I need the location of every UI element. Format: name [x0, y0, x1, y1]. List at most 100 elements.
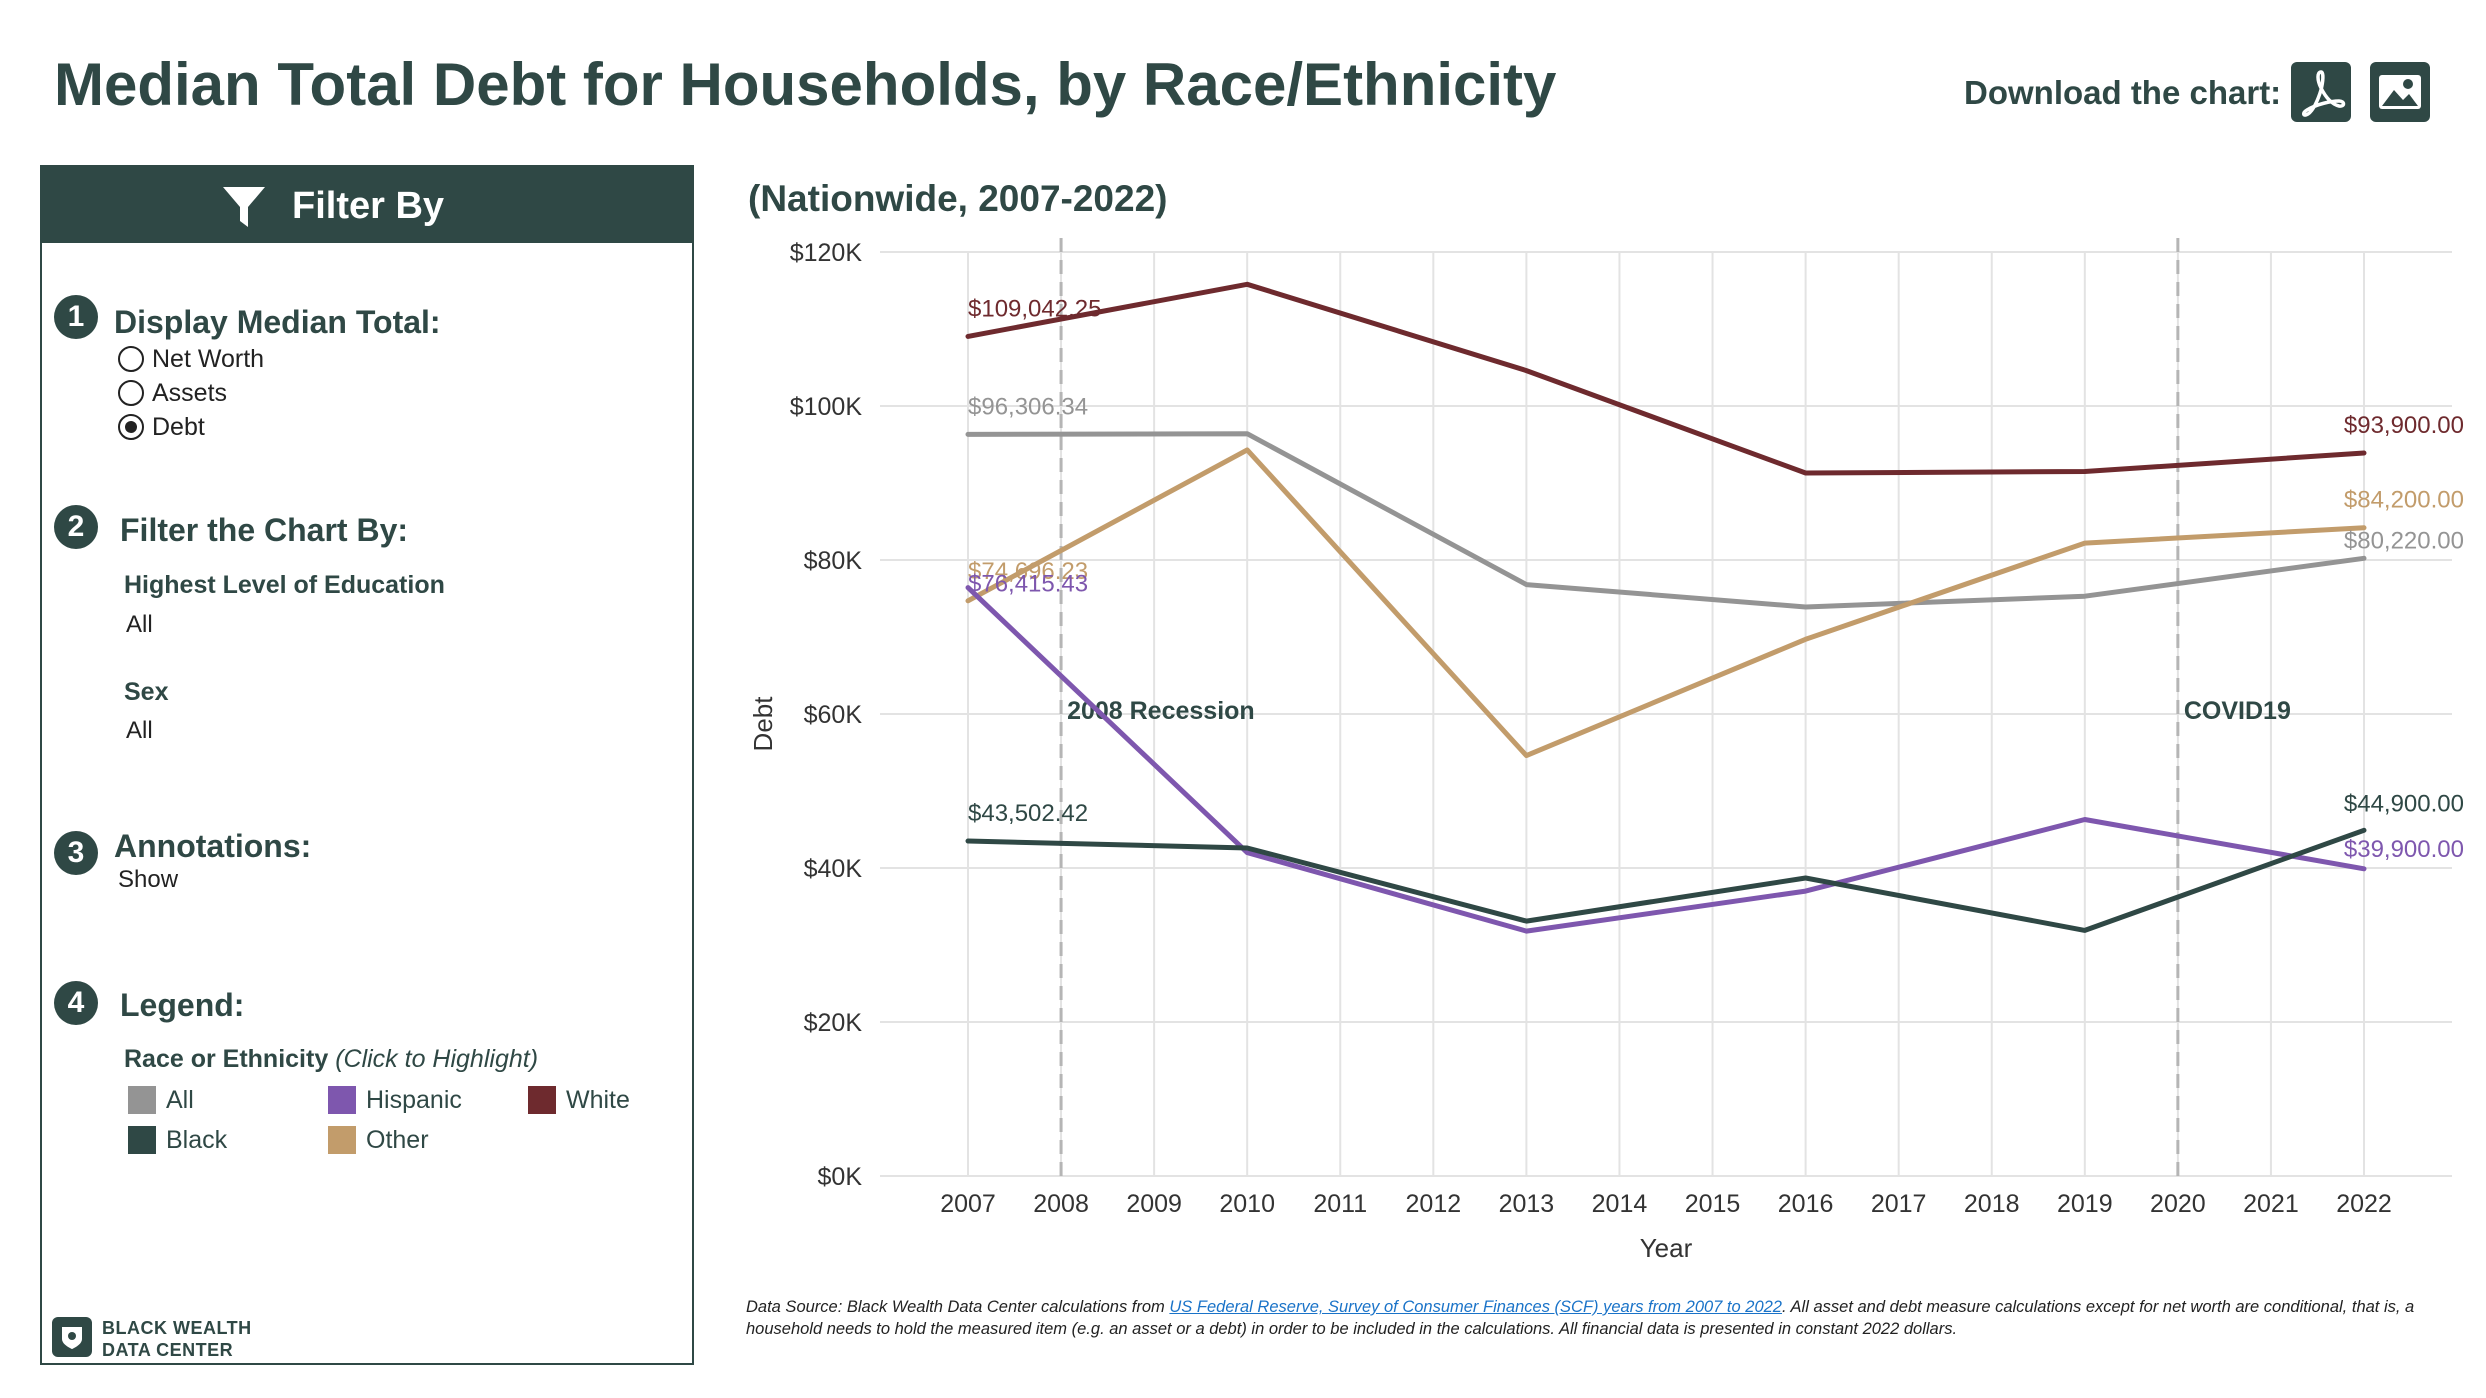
x-axis-title: Year: [1640, 1233, 1693, 1263]
x-tick-label: 2016: [1778, 1190, 1834, 1218]
data-label-end: $39,900.00: [2344, 836, 2464, 863]
legend-swatch: [128, 1086, 156, 1114]
x-tick-label: 2011: [1313, 1190, 1367, 1218]
chart-subtitle: (Nationwide, 2007-2022): [748, 178, 1168, 219]
data-label-start: $76,415.43: [968, 571, 1088, 598]
radio-button-selected[interactable]: [118, 414, 144, 440]
pdf-icon: [2302, 70, 2346, 117]
series-line-white: [965, 281, 2367, 476]
source-suffix: . All asset and debt measure calculation…: [746, 1298, 2415, 1338]
legend-section-title: Legend:: [120, 987, 245, 1023]
x-tick-label: 2009: [1126, 1190, 1182, 1218]
y-tick-label: $120K: [790, 239, 863, 267]
series-line-other: [965, 447, 2367, 759]
series-line-black: [965, 827, 2367, 933]
legend-label: Hispanic: [366, 1085, 462, 1114]
x-tick-label: 2010: [1219, 1190, 1275, 1218]
data-label-end: $93,900.00: [2344, 412, 2464, 439]
data-label-end: $80,220.00: [2344, 527, 2464, 554]
y-tick-label: $40K: [804, 855, 863, 883]
source-prefix: Data Source: Black Wealth Data Center ca…: [746, 1298, 1170, 1316]
x-tick-label: 2013: [1499, 1190, 1555, 1218]
step-1-badge: 1: [54, 295, 98, 339]
data-label-end: $44,900.00: [2344, 790, 2464, 817]
filter-panel: Filter By 1 Display Median Total: Net Wo…: [40, 165, 694, 1365]
brand-logo-icon: [52, 1317, 92, 1357]
annotation-label: COVID19: [2184, 697, 2291, 725]
legend-label: Black: [166, 1125, 228, 1154]
y-tick-label: $100K: [790, 393, 863, 421]
x-tick-label: 2015: [1685, 1190, 1741, 1218]
legend-label: White: [566, 1085, 630, 1114]
radio-label: Debt: [152, 412, 205, 441]
data-label-end: $84,200.00: [2344, 487, 2464, 514]
step-3-badge: 3: [54, 831, 98, 875]
legend-item-other[interactable]: Other: [328, 1125, 429, 1155]
radio-label: Net Worth: [152, 344, 265, 373]
x-tick-label: 2018: [1964, 1190, 2020, 1218]
image-icon: [2379, 75, 2421, 109]
x-tick-label: 2008: [1033, 1190, 1089, 1218]
series-line-all: [965, 431, 2367, 610]
legend-item-all[interactable]: All: [128, 1085, 194, 1115]
education-label: Highest Level of Education: [124, 571, 445, 599]
annotations-title: Annotations:: [114, 828, 312, 864]
legend-swatch: [328, 1086, 356, 1114]
legend-item-hispanic[interactable]: Hispanic: [328, 1085, 462, 1115]
y-tick-label: $60K: [804, 701, 863, 729]
brand-name: BLACK WEALTH DATA CENTER: [102, 1317, 252, 1361]
legend-label: Other: [366, 1125, 429, 1154]
download-pdf-button[interactable]: [2291, 62, 2351, 122]
annotations-select[interactable]: Show: [118, 866, 179, 893]
legend-label: All: [166, 1085, 194, 1114]
y-tick-label: $0K: [818, 1163, 863, 1191]
x-tick-label: 2014: [1592, 1190, 1648, 1218]
filter-panel-title: Filter By: [292, 185, 445, 227]
x-tick-label: 2020: [2150, 1190, 2206, 1218]
display-median-title: Display Median Total:: [114, 304, 441, 340]
legend-swatch: [128, 1126, 156, 1154]
sex-select[interactable]: All: [126, 717, 153, 744]
education-select[interactable]: All: [126, 611, 153, 638]
x-tick-label: 2019: [2057, 1190, 2113, 1218]
radio-assets[interactable]: Assets: [118, 377, 227, 409]
series-line-hispanic: [965, 585, 2367, 934]
source-link[interactable]: US Federal Reserve, Survey of Consumer F…: [1169, 1298, 1782, 1316]
radio-net-worth[interactable]: Net Worth: [118, 343, 264, 375]
radio-button[interactable]: [118, 346, 144, 372]
x-tick-label: 2021: [2243, 1190, 2299, 1218]
sex-label: Sex: [124, 678, 169, 706]
legend-swatch: [328, 1126, 356, 1154]
data-label-start: $43,502.42: [968, 800, 1088, 827]
legend-title-text: Race or Ethnicity: [124, 1045, 329, 1073]
y-tick-label: $20K: [804, 1009, 863, 1037]
data-label-start: $96,306.34: [968, 393, 1088, 420]
x-tick-label: 2012: [1406, 1190, 1462, 1218]
legend-hint: (Click to Highlight): [335, 1045, 539, 1073]
radio-button[interactable]: [118, 380, 144, 406]
legend-item-black[interactable]: Black: [128, 1125, 227, 1155]
y-axis-title: Debt: [748, 696, 778, 752]
filter-chart-title: Filter the Chart By:: [120, 512, 409, 548]
x-tick-label: 2022: [2336, 1190, 2392, 1218]
y-tick-label: $80K: [804, 547, 863, 575]
legend-item-white[interactable]: White: [528, 1085, 630, 1115]
filter-panel-header: Filter By: [42, 167, 692, 243]
page-title: Median Total Debt for Households, by Rac…: [54, 51, 1557, 118]
radio-debt[interactable]: Debt: [118, 411, 205, 443]
filter-icon: [223, 187, 265, 227]
data-label-start: $109,042.25: [968, 295, 1101, 322]
brand-line: DATA CENTER: [102, 1340, 234, 1360]
legend-swatch: [528, 1086, 556, 1114]
data-label-start: $74,696.23: [968, 558, 1088, 585]
data-source-note: Data Source: Black Wealth Data Center ca…: [746, 1296, 2436, 1340]
brand-line: BLACK WEALTH: [102, 1318, 252, 1338]
step-2-badge: 2: [54, 505, 98, 549]
step-4-badge: 4: [54, 981, 98, 1025]
download-label: Download the chart:: [1964, 74, 2282, 111]
radio-label: Assets: [152, 378, 228, 407]
download-image-button[interactable]: [2370, 62, 2430, 122]
x-tick-label: 2007: [940, 1190, 996, 1218]
legend-title: Race or Ethnicity (Click to Highlight): [124, 1045, 538, 1074]
